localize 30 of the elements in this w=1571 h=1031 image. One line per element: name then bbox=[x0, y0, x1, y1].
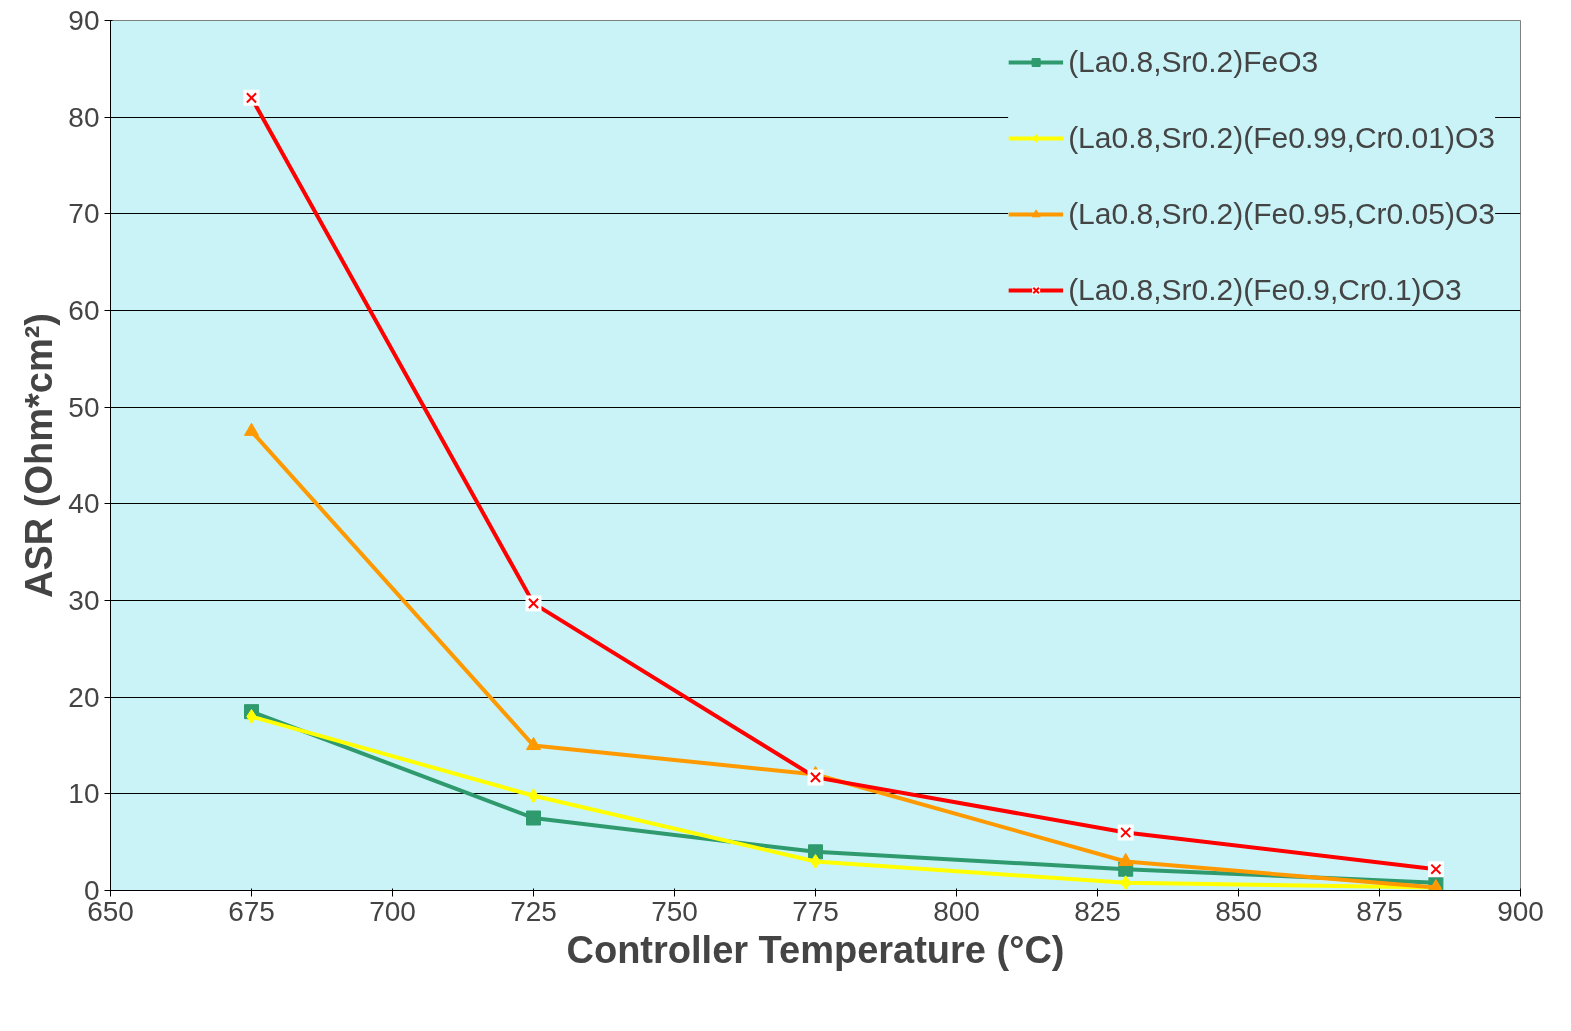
x-tick-label: 850 bbox=[1215, 895, 1262, 927]
x-tick-label: 725 bbox=[510, 895, 557, 927]
x-tick-label: 775 bbox=[792, 895, 839, 927]
y-axis-title: ASR (Ohm*cm²) bbox=[18, 312, 61, 599]
legend-label: (La0.8,Sr0.2)FeO3 bbox=[1068, 45, 1319, 79]
y-tick-label: 10 bbox=[68, 778, 100, 810]
point bbox=[526, 736, 541, 751]
legend-label: (La0.8,Sr0.2)(Fe0.99,Cr0.01)O3 bbox=[1068, 121, 1495, 155]
y-tick-label: 20 bbox=[68, 681, 100, 713]
x-tick-label: 800 bbox=[933, 895, 980, 927]
legend-label: (La0.8,Sr0.2)(Fe0.9,Cr0.1)O3 bbox=[1068, 273, 1462, 307]
point bbox=[810, 854, 821, 869]
legend-label: (La0.8,Sr0.2)(Fe0.95,Cr0.05)O3 bbox=[1068, 197, 1495, 231]
y-tick-label: 30 bbox=[68, 585, 100, 616]
y-tick-label: 60 bbox=[68, 295, 100, 326]
y-tick-label: 80 bbox=[68, 101, 100, 133]
x-tick-label: 825 bbox=[1074, 895, 1121, 927]
point bbox=[246, 709, 257, 724]
x-tick-label: 700 bbox=[369, 895, 416, 927]
y-tick-label: 90 bbox=[68, 5, 100, 36]
x-tick-label: 900 bbox=[1497, 895, 1544, 927]
x-tick-label: 750 bbox=[651, 895, 698, 927]
y-tick-label: 40 bbox=[68, 488, 100, 520]
y-tick-label: 50 bbox=[68, 391, 100, 423]
x-tick-label: 875 bbox=[1356, 895, 1403, 927]
point bbox=[526, 810, 541, 826]
x-axis-title: Controller Temperature (°C) bbox=[566, 928, 1065, 971]
y-tick-label: 70 bbox=[68, 198, 100, 230]
point bbox=[1118, 852, 1134, 867]
x-tick-label: 675 bbox=[228, 895, 275, 927]
